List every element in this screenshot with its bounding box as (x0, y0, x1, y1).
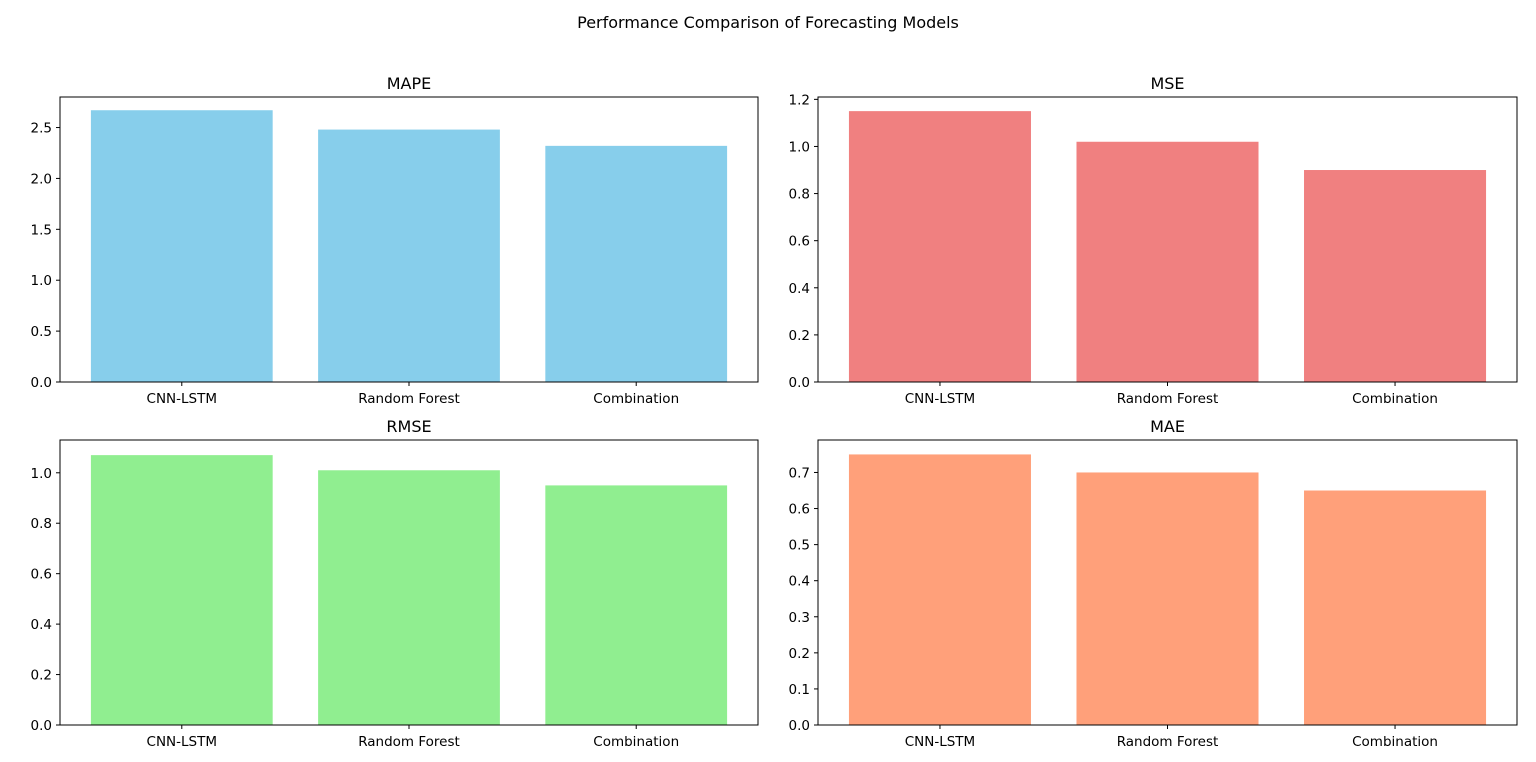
xtick-label: CNN-LSTM (905, 391, 975, 407)
panel-title-mae: MAE (1150, 417, 1185, 436)
bar-mae-random-forest (1076, 472, 1259, 725)
xtick-label: Combination (1352, 391, 1438, 407)
xtick-label: Random Forest (1117, 391, 1219, 407)
ytick-label: 0.0 (789, 718, 810, 734)
ytick-label: 1.0 (31, 466, 52, 482)
ytick-label: 0.0 (789, 375, 810, 391)
xtick-label: Random Forest (358, 734, 460, 750)
ytick-label: 0.4 (789, 281, 810, 297)
ytick-label: 0.8 (31, 516, 52, 532)
ytick-label: 0.4 (31, 617, 52, 633)
ytick-label: 2.0 (31, 171, 52, 187)
ytick-label: 0.8 (789, 187, 810, 203)
xtick-label: Combination (593, 391, 679, 407)
xtick-label: Random Forest (1117, 734, 1219, 750)
ytick-label: 1.5 (31, 222, 52, 238)
ytick-label: 1.0 (789, 139, 810, 155)
bar-mae-combination (1304, 490, 1487, 725)
bar-mape-combination (545, 145, 728, 382)
ytick-label: 1.2 (789, 92, 810, 108)
xtick-label: CNN-LSTM (905, 734, 975, 750)
ytick-label: 0.0 (31, 375, 52, 391)
bar-rmse-combination (545, 485, 728, 725)
bar-rmse-cnn-lstm (90, 455, 273, 725)
bar-mape-cnn-lstm (90, 110, 273, 382)
bar-rmse-random-forest (318, 470, 500, 725)
ytick-label: 0.6 (31, 567, 52, 583)
figure-title: Performance Comparison of Forecasting Mo… (577, 13, 959, 32)
ytick-label: 0.5 (789, 538, 810, 554)
xtick-label: Random Forest (358, 391, 460, 407)
ytick-label: 0.4 (789, 574, 810, 590)
bar-mae-cnn-lstm (848, 454, 1031, 725)
panel-title-mse: MSE (1150, 74, 1184, 93)
panel-rmse: 0.0 0.2 0.4 0.6 0.8 1.0 CNN-LSTM Random Forest C… (31, 417, 759, 750)
ytick-label: 0.1 (789, 682, 810, 698)
ytick-label: 0.6 (789, 234, 810, 250)
ytick-label: 0.5 (31, 324, 52, 340)
xtick-label: Combination (1352, 734, 1438, 750)
ytick-label: 0.2 (31, 668, 52, 684)
ytick-label: 0.2 (789, 328, 810, 344)
ytick-label: 0.2 (789, 646, 810, 662)
ytick-label: 0.6 (789, 502, 810, 518)
ytick-label: 2.5 (31, 121, 52, 137)
panel-mae: 0.0 0.1 0.2 0.3 0.4 0.5 0.6 0.7 CNN-LSTM Random F… (789, 417, 1518, 750)
panel-mape: 0.0 0.5 1.0 1.5 2.0 2.5 CNN-LSTM Random Forest C… (31, 74, 759, 407)
xtick-label: CNN-LSTM (147, 391, 217, 407)
xtick-label: CNN-LSTM (147, 734, 217, 750)
panel-title-mape: MAPE (387, 74, 432, 93)
ytick-label: 0.3 (789, 610, 810, 626)
bar-mse-combination (1304, 170, 1487, 382)
panel-title-rmse: RMSE (386, 417, 431, 436)
bar-mse-random-forest (1076, 141, 1259, 382)
ytick-label: 0.0 (31, 718, 52, 734)
ytick-label: 1.0 (31, 273, 52, 289)
ytick-label: 0.7 (789, 465, 810, 481)
bar-mse-cnn-lstm (848, 111, 1031, 382)
panel-mse: 0.0 0.2 0.4 0.6 0.8 1.0 1.2 CNN-LSTM Random Fore… (789, 74, 1518, 407)
bar-mape-random-forest (318, 129, 500, 382)
xtick-label: Combination (593, 734, 679, 750)
